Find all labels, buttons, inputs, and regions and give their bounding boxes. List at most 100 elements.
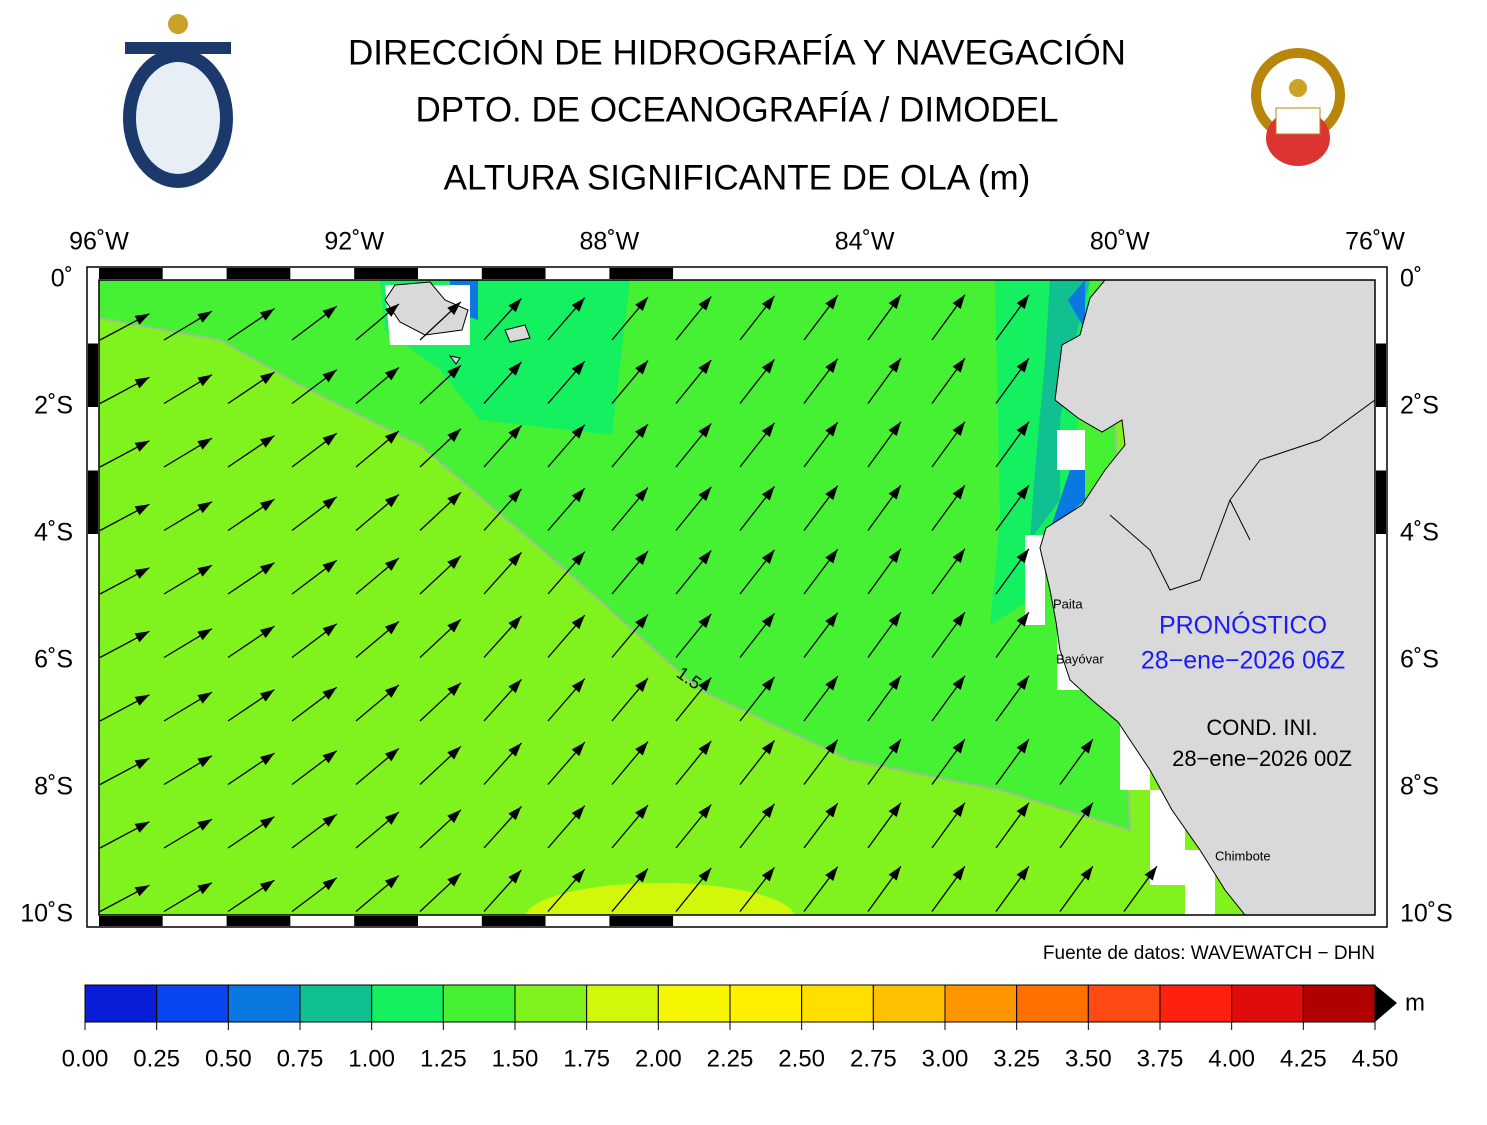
wind-arrow-head (1016, 421, 1029, 436)
wind-arrow-head (260, 562, 275, 575)
wind-arrow-head (260, 499, 275, 512)
wind-arrow-head (508, 425, 522, 440)
frame-bar (290, 268, 355, 279)
colorbar-tick-label: 3.75 (1137, 1045, 1184, 1072)
wind-arrow-head (698, 740, 712, 756)
map: 1.5 (99, 280, 1375, 915)
wind-arrow-head (761, 359, 775, 374)
colorbar-segment (1302, 984, 1376, 1023)
wind-arrow-head (1016, 294, 1029, 309)
init-label: COND. INI. (1206, 715, 1317, 740)
wind-arrow-head (260, 753, 275, 766)
wind-arrow-head (888, 485, 901, 500)
wind-arrow-head (571, 615, 585, 630)
lon-label: 76˚W (1345, 228, 1405, 256)
colorbar-tick-label: 0.50 (205, 1045, 252, 1072)
wind-arrow-head (447, 428, 461, 443)
wind-arrow-head (260, 880, 275, 893)
colorbar-unit: m (1405, 989, 1425, 1016)
wind-arrow-head (698, 296, 712, 311)
lon-label: 92˚W (324, 228, 384, 256)
colorbar-tick-label: 2.00 (635, 1045, 682, 1072)
colorbar-segment (872, 984, 946, 1023)
wind-arrow-head (635, 678, 648, 693)
wind-arrow-head (888, 802, 901, 817)
wind-arrow-head (134, 821, 150, 833)
colorbar-segment (299, 984, 373, 1023)
wind-arrow-head (322, 496, 337, 510)
wind-arrow-head (825, 676, 838, 691)
lat-label: 6˚S (1400, 646, 1439, 674)
lat-label: 0˚ (1400, 265, 1422, 293)
wind-arrow-head (508, 552, 522, 567)
wind-arrow-head (635, 424, 648, 439)
wind-arrow-head (384, 875, 399, 889)
wind-arrow-head (761, 803, 775, 818)
wind-arrow-head (571, 678, 585, 693)
frame-bar (88, 280, 98, 344)
colorbar-tick-label: 1.50 (492, 1045, 539, 1072)
wind-arrow-head (322, 750, 337, 764)
wind-arrow-head (698, 677, 712, 692)
frame-bar (545, 916, 610, 926)
wind-arrow-head (888, 421, 901, 436)
wind-arrow-head (384, 812, 399, 825)
wave-field (525, 883, 795, 915)
frame-bar (88, 534, 98, 598)
place-label: Bayóvar (1056, 651, 1104, 666)
wind-arrow-head (447, 619, 461, 633)
wind-arrow-head (761, 740, 775, 755)
wind-arrow-head (571, 742, 585, 757)
colorbar-segment (944, 984, 1018, 1023)
frame-bar (481, 268, 546, 279)
wind-arrow-head (508, 679, 522, 694)
wind-arrow-head (384, 494, 399, 508)
wind-arrow-head (322, 369, 337, 383)
wind-arrow-head (571, 551, 585, 566)
wind-arrow-head (825, 866, 838, 881)
wind-arrow-head (447, 809, 461, 824)
wind-arrow-head (635, 551, 648, 566)
wind-arrow-head (260, 689, 275, 702)
wind-arrow-head (952, 485, 965, 500)
colorbar-tick-label: 3.50 (1065, 1045, 1112, 1072)
wind-arrow-head (698, 359, 712, 375)
wind-arrow-head (1016, 612, 1029, 627)
wind-arrow-head (888, 675, 901, 690)
wind-arrow-head (571, 297, 585, 312)
colorbar-segment (371, 984, 444, 1023)
lat-label: 8˚S (34, 773, 73, 801)
wind-arrow-head (1080, 802, 1093, 817)
wind-arrow-head (952, 548, 965, 563)
colorbar-tick-label: 2.75 (850, 1045, 897, 1072)
wind-arrow-head (134, 440, 150, 452)
lon-label: 88˚W (580, 228, 640, 256)
frame-outline (86, 266, 1388, 928)
wind-arrow-head (1016, 548, 1029, 563)
colorbar-segment (1087, 984, 1161, 1023)
wind-arrow-head (825, 295, 838, 310)
colorbar-tick-label: 0.75 (277, 1045, 324, 1072)
wind-arrow-head (384, 621, 399, 635)
wind-arrow-head (635, 805, 648, 820)
wind-arrow-head (952, 866, 965, 881)
colorbar-tick-label: 2.50 (778, 1045, 825, 1072)
wind-arrow-head (952, 739, 965, 754)
wind-arrow-head (761, 867, 775, 882)
colorbar-tick-label: 1.75 (563, 1045, 610, 1072)
wind-arrow-head (322, 814, 337, 827)
wind-arrow-head (952, 421, 965, 436)
wind-arrow-head (698, 550, 712, 565)
wind-arrow-head (508, 869, 522, 884)
wave-field (1030, 280, 1090, 540)
wind-arrow-head (571, 805, 585, 820)
wind-arrow-head (635, 868, 648, 883)
lon-label: 96˚W (69, 228, 129, 256)
frame-bar (1376, 280, 1386, 344)
wind-arrow-head (888, 866, 901, 881)
subtitle: DPTO. DE OCEANOGRAFÍA / DIMODEL (415, 90, 1058, 129)
wind-arrow-head (698, 804, 712, 819)
frame-bar (1376, 407, 1386, 471)
frame-bar (609, 268, 674, 279)
